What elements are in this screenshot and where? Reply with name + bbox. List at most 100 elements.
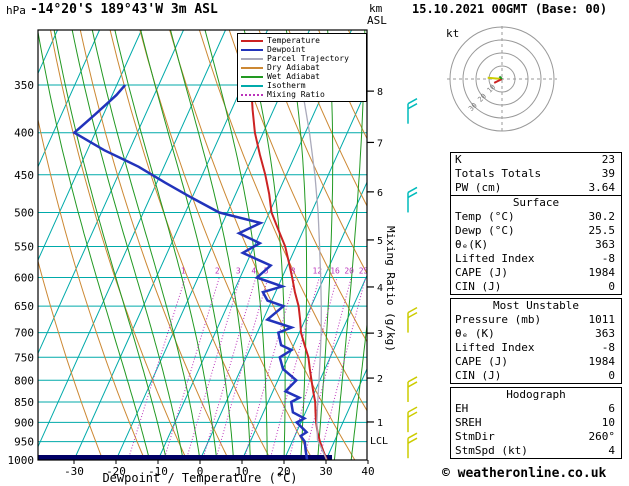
wet-adiabat-swatch	[241, 75, 263, 78]
wind-barb-feather	[407, 311, 418, 319]
mixing-ratio-label: 4	[251, 267, 256, 276]
hodograph-trace	[487, 76, 503, 80]
pressure-tick-label: 900	[14, 416, 34, 429]
stat-value: 23	[601, 153, 615, 166]
mixing-ratio-label: 1	[181, 267, 186, 276]
stat-row-mu-cin: CIN (J) 0	[451, 369, 621, 383]
mixing-ratio-label: 25	[359, 267, 369, 276]
stat-value: 1984	[588, 266, 616, 279]
wet-adiabat-line	[317, 30, 334, 460]
dry-adiabat-line	[38, 117, 146, 460]
stat-label: StmDir	[455, 430, 495, 443]
mixing-ratio-label: 3	[236, 267, 241, 276]
wind-barb	[407, 186, 418, 213]
mixing-ratio-label: 8	[291, 267, 296, 276]
wind-barb-feather	[407, 191, 418, 199]
wet-adiabat-line	[114, 30, 218, 460]
pressure-axis-unit: hPa	[6, 4, 26, 17]
legend-item-parcel: Parcel Trajectory	[241, 54, 363, 63]
wind-barb-feather	[407, 376, 418, 383]
isotherm-swatch	[241, 84, 263, 87]
stat-value: 1011	[588, 313, 616, 326]
chart-legend: Temperature Dewpoint Parcel Trajectory D…	[237, 33, 367, 102]
hodograph-box-title: Hodograph	[506, 388, 566, 401]
parcel-trajectory-line	[293, 41, 328, 460]
mixing-ratio-line	[303, 277, 352, 460]
stat-label: Totals Totals	[455, 167, 542, 180]
legend-label: Parcel Trajectory	[267, 54, 349, 63]
hodograph-trace	[498, 75, 503, 80]
wind-barb	[407, 432, 418, 459]
wind-barb-feather	[407, 381, 418, 388]
wind-barb-feather	[407, 437, 418, 444]
stat-row-mu-pressure: Pressure (mb) 1011	[451, 313, 621, 327]
mixing-ratio-label: 2	[215, 267, 220, 276]
wind-barb-feather	[407, 103, 418, 110]
isotherm-line	[38, 30, 226, 448]
wet-adiabat-line	[53, 30, 167, 460]
stat-value: 25.5	[588, 224, 616, 237]
legend-item-wet-adiabat: Wet Adiabat	[241, 72, 363, 81]
stat-label: SREH	[455, 416, 482, 429]
stat-label: Lifted Index	[455, 341, 535, 354]
legend-label: Temperature	[267, 36, 320, 45]
pressure-tick-label: 450	[14, 169, 34, 182]
stat-value: 0	[608, 369, 615, 382]
stat-row-surface-cin: CIN (J) 0	[451, 280, 621, 294]
legend-label: Isotherm	[267, 81, 306, 90]
pressure-tick-label: 500	[14, 206, 34, 219]
legend-item-mixing-ratio: Mixing Ratio	[241, 90, 363, 99]
stat-row-mu-lifted-index: Lifted Index -8	[451, 341, 621, 355]
stat-value: 363	[595, 238, 615, 251]
stat-value: 4	[608, 444, 615, 457]
x-tick-label: -10	[148, 465, 168, 478]
stat-row-pw: PW (cm) 3.64	[451, 181, 621, 195]
pressure-tick-label: 600	[14, 272, 34, 285]
wet-adiabat-line	[170, 30, 251, 460]
legend-label: Mixing Ratio	[267, 90, 325, 99]
pressure-tick-label: 350	[14, 79, 34, 92]
dry-adiabat-line	[258, 30, 367, 275]
wet-adiabat-line	[38, 30, 151, 460]
pressure-tick-label: 700	[14, 327, 34, 340]
stat-label: PW (cm)	[455, 181, 502, 194]
x-tick-label: 30	[319, 465, 332, 478]
stat-row-surface-temp: Temp (°C) 30.2	[451, 210, 621, 224]
wet-adiabat-line	[91, 30, 201, 460]
wet-adiabat-line	[285, 30, 308, 460]
stat-value: 39	[601, 167, 615, 180]
mixing-ratio-line	[202, 277, 257, 460]
surface-box-title: Surface	[512, 196, 560, 209]
km-tick-label: 1	[377, 418, 383, 429]
station-title: -14°20'S 189°43'W 3m ASL	[30, 2, 218, 17]
indices-box: K 23 Totals Totals 39 PW (cm) 3.64	[450, 152, 622, 196]
copyright-text: © weatheronline.co.uk	[442, 466, 607, 481]
legend-item-isotherm: Isotherm	[241, 81, 363, 90]
stat-label: K	[455, 153, 462, 166]
stat-value: 10	[601, 416, 615, 429]
pressure-tick-label: 650	[14, 300, 34, 313]
stat-label: Temp (°C)	[455, 210, 515, 223]
stat-row-mu-cape: CAPE (J) 1984	[451, 355, 621, 369]
hodograph-ring-label: 10	[486, 83, 498, 95]
legend-item-temperature: Temperature	[241, 36, 363, 45]
wind-barb-feather	[407, 432, 418, 439]
km-tick-label: 3	[377, 329, 383, 340]
most-unstable-box-title: Most Unstable	[492, 299, 580, 312]
wind-barb-feather	[407, 306, 418, 314]
stat-row-totals-totals: Totals Totals 39	[451, 167, 621, 181]
x-axis-label: Dewpoint / Temperature (°C)	[102, 471, 298, 485]
stat-row-surface-dewp: Dewp (°C) 25.5	[451, 224, 621, 238]
mixing-ratio-axis-label: Mixing Ratio (g/kg)	[384, 226, 397, 352]
wind-barb	[407, 406, 418, 433]
stat-label: θₑ(K)	[455, 238, 489, 251]
wet-adiabat-line	[71, 30, 184, 460]
mixing-ratio-line	[163, 277, 220, 460]
wind-barb-feather	[407, 406, 418, 413]
stat-row-surface-lifted-index: Lifted Index -8	[451, 252, 621, 266]
km-tick-label: 6	[377, 188, 383, 199]
km-tick-label: 7	[377, 138, 383, 149]
stat-value: -8	[601, 252, 615, 265]
